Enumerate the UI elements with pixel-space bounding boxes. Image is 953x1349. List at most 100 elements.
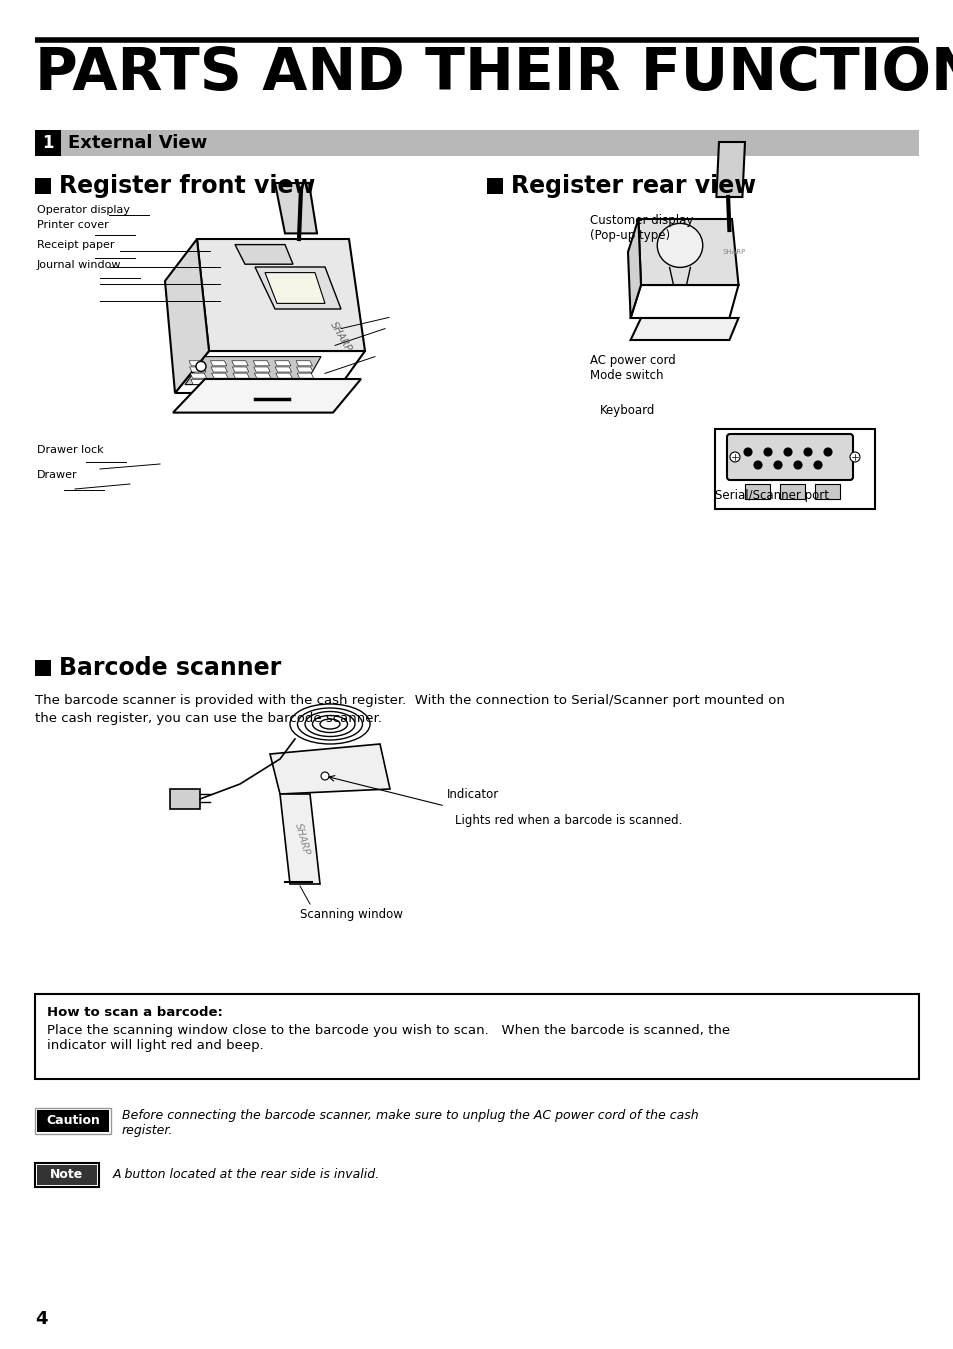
- Polygon shape: [265, 272, 325, 304]
- Polygon shape: [172, 379, 360, 413]
- Text: Note: Note: [51, 1168, 84, 1182]
- Text: Printer cover: Printer cover: [37, 220, 109, 229]
- Text: Caution: Caution: [46, 1114, 100, 1128]
- Text: A button located at the rear side is invalid.: A button located at the rear side is inv…: [112, 1168, 379, 1182]
- Text: Operator display: Operator display: [37, 205, 130, 214]
- Polygon shape: [190, 367, 206, 372]
- Polygon shape: [295, 360, 312, 366]
- Polygon shape: [280, 795, 319, 884]
- Bar: [714, 429, 874, 509]
- Text: Lights red when a barcode is scanned.: Lights red when a barcode is scanned.: [455, 813, 681, 827]
- Bar: [35, 1108, 111, 1135]
- Polygon shape: [274, 360, 291, 366]
- Text: Serial/Scanner port: Serial/Scanner port: [714, 488, 828, 502]
- Text: Scanning window: Scanning window: [299, 908, 402, 921]
- Polygon shape: [275, 374, 292, 378]
- Text: Barcode scanner: Barcode scanner: [59, 656, 281, 680]
- Bar: [37, 1166, 97, 1184]
- Polygon shape: [253, 360, 270, 366]
- Polygon shape: [274, 367, 292, 372]
- Text: the cash register, you can use the barcode scanner.: the cash register, you can use the barco…: [35, 712, 381, 724]
- Polygon shape: [627, 219, 640, 318]
- Text: Register rear view: Register rear view: [511, 174, 756, 198]
- Polygon shape: [638, 219, 738, 285]
- Polygon shape: [191, 379, 207, 384]
- Polygon shape: [190, 374, 207, 378]
- Text: Register front view: Register front view: [59, 174, 315, 198]
- Text: Receipt paper: Receipt paper: [37, 240, 114, 250]
- Bar: [814, 484, 840, 499]
- Polygon shape: [165, 239, 209, 393]
- Polygon shape: [276, 379, 293, 384]
- Polygon shape: [254, 374, 271, 378]
- Bar: [744, 484, 769, 499]
- Polygon shape: [297, 379, 314, 384]
- Text: 4: 4: [35, 1310, 48, 1327]
- Circle shape: [753, 461, 761, 469]
- Polygon shape: [234, 244, 293, 264]
- Text: Journal window: Journal window: [37, 260, 121, 270]
- Polygon shape: [254, 267, 340, 309]
- Bar: [486, 178, 502, 194]
- Text: Before connecting the barcode scanner, make sure to unplug the AC power cord of : Before connecting the barcode scanner, m…: [122, 1109, 698, 1137]
- Polygon shape: [196, 239, 365, 351]
- Circle shape: [195, 362, 206, 371]
- Circle shape: [729, 452, 740, 461]
- Text: Drawer lock: Drawer lock: [37, 445, 104, 455]
- Polygon shape: [211, 367, 227, 372]
- Polygon shape: [211, 360, 227, 366]
- Text: SHARP: SHARP: [328, 320, 354, 353]
- Polygon shape: [253, 367, 270, 372]
- Polygon shape: [232, 360, 248, 366]
- Text: Customer display
(Pop-up type): Customer display (Pop-up type): [589, 214, 693, 241]
- Polygon shape: [170, 789, 200, 809]
- Ellipse shape: [657, 224, 702, 267]
- Text: Indicator: Indicator: [447, 788, 498, 801]
- Circle shape: [763, 448, 771, 456]
- Polygon shape: [185, 356, 320, 384]
- Bar: [37, 1110, 109, 1132]
- Polygon shape: [630, 285, 738, 318]
- Circle shape: [743, 448, 751, 456]
- Polygon shape: [297, 374, 314, 378]
- Circle shape: [803, 448, 811, 456]
- Bar: [35, 1163, 99, 1187]
- Circle shape: [849, 452, 859, 461]
- Bar: [35, 130, 61, 156]
- Circle shape: [320, 772, 329, 780]
- Text: The barcode scanner is provided with the cash register.  With the connection to : The barcode scanner is provided with the…: [35, 693, 784, 707]
- Polygon shape: [174, 351, 365, 393]
- Text: AC power cord: AC power cord: [589, 353, 675, 367]
- Polygon shape: [233, 374, 249, 378]
- Bar: [35, 178, 51, 194]
- Polygon shape: [274, 183, 316, 233]
- Polygon shape: [233, 367, 249, 372]
- Bar: [35, 130, 918, 156]
- Polygon shape: [212, 374, 228, 378]
- Text: Drawer: Drawer: [37, 469, 77, 480]
- Text: Place the scanning window close to the barcode you wish to scan.   When the barc: Place the scanning window close to the b…: [47, 1024, 729, 1052]
- Text: External View: External View: [68, 134, 207, 152]
- Polygon shape: [212, 379, 229, 384]
- Polygon shape: [189, 360, 205, 366]
- Circle shape: [793, 461, 801, 469]
- Polygon shape: [296, 367, 313, 372]
- Circle shape: [813, 461, 821, 469]
- FancyBboxPatch shape: [726, 434, 852, 480]
- Polygon shape: [254, 379, 271, 384]
- Text: How to scan a barcode:: How to scan a barcode:: [47, 1006, 223, 1018]
- Text: PARTS AND THEIR FUNCTIONS: PARTS AND THEIR FUNCTIONS: [35, 45, 953, 103]
- Text: SHARP: SHARP: [293, 822, 311, 857]
- Polygon shape: [270, 745, 390, 795]
- Text: Mode switch: Mode switch: [589, 370, 662, 382]
- Polygon shape: [233, 379, 250, 384]
- Polygon shape: [716, 142, 744, 197]
- Polygon shape: [630, 318, 738, 340]
- Circle shape: [773, 461, 781, 469]
- Bar: [780, 484, 804, 499]
- Text: 1: 1: [42, 134, 53, 152]
- Bar: [35, 994, 918, 1079]
- Text: Keyboard: Keyboard: [599, 403, 655, 417]
- Bar: [35, 660, 51, 676]
- Circle shape: [783, 448, 791, 456]
